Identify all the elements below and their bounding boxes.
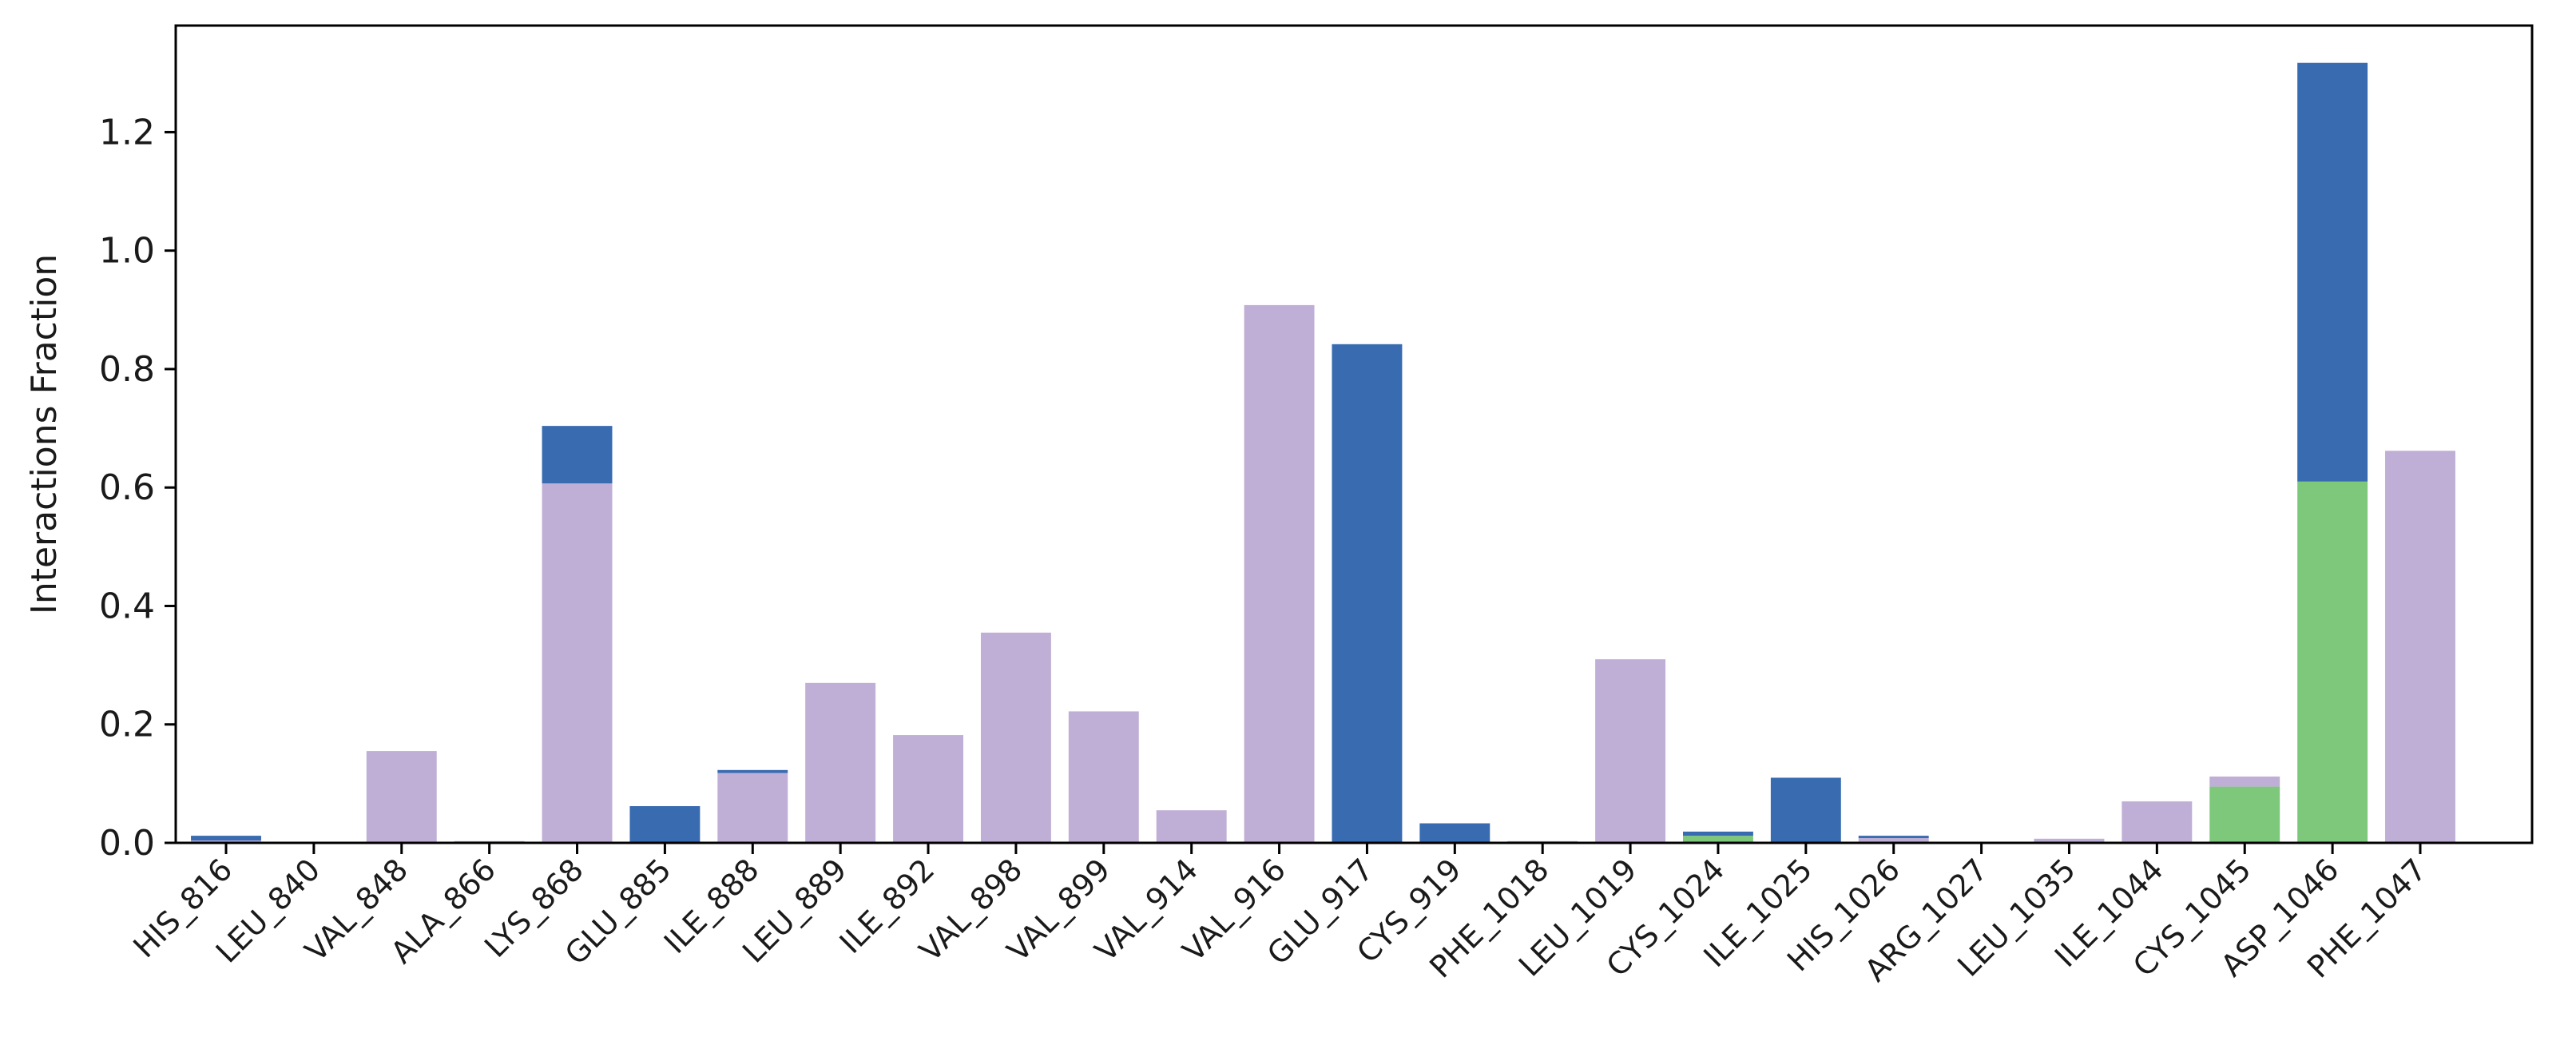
bar-phe-1047-purple	[2385, 451, 2455, 843]
bar-his-816-blue	[191, 836, 261, 841]
bar-ile-1044-purple	[2122, 801, 2193, 843]
y-tick-label: 0.0	[99, 823, 155, 864]
y-axis-label: Interactions Fraction	[24, 254, 65, 614]
bar-his-1026-purple	[1858, 838, 1929, 843]
bar-val-898-purple	[980, 632, 1051, 843]
y-tick-label: 0.6	[99, 467, 155, 508]
bar-ile-888-blue	[717, 769, 788, 773]
bar-glu-917-blue	[1332, 344, 1403, 843]
bar-val-914-purple	[1156, 810, 1227, 843]
y-tick-label: 0.4	[99, 586, 155, 626]
y-axis: 0.0 0.2 0.4 0.6 0.8 1.0 1.2	[99, 112, 176, 864]
y-tick-label: 0.2	[99, 705, 155, 745]
bar-ile-888-purple	[717, 773, 788, 843]
bar-his-1026-blue	[1858, 836, 1929, 839]
bar-cys-1024-green	[1683, 836, 1753, 843]
plot-frame	[174, 24, 2534, 844]
bar-val-916-purple	[1244, 304, 1315, 844]
bar-glu-885-blue	[629, 806, 701, 843]
bar-leu-1019-purple	[1595, 659, 1666, 843]
bar-val-899-purple	[1068, 711, 1139, 843]
bar-ile-1025-blue	[1770, 777, 1841, 843]
bar-val-848-purple	[366, 751, 437, 843]
bar-cys-1024-blue	[1683, 831, 1753, 836]
bar-cys-1045-purple	[2209, 776, 2280, 787]
bar-asp-1046-green	[2297, 481, 2368, 843]
x-axis: HIS_816LEU_840VAL_848ALA_866LYS_868GLU_8…	[126, 843, 2433, 988]
bar-cys-1045-green	[2209, 786, 2280, 843]
y-tick-label: 1.0	[99, 231, 155, 272]
bar-leu-1035-purple	[2034, 838, 2105, 843]
bar-leu-889-purple	[805, 682, 876, 843]
y-tick-label: 1.2	[99, 112, 155, 153]
bar-lys-868-blue	[542, 426, 613, 484]
bar-lys-868-purple	[542, 483, 613, 843]
bar-asp-1046-blue	[2297, 62, 2368, 482]
bar-ile-892-purple	[893, 735, 963, 843]
bars-layer	[191, 62, 2455, 844]
y-tick-label: 0.8	[99, 349, 155, 390]
bar-cys-919-blue	[1419, 823, 1490, 843]
